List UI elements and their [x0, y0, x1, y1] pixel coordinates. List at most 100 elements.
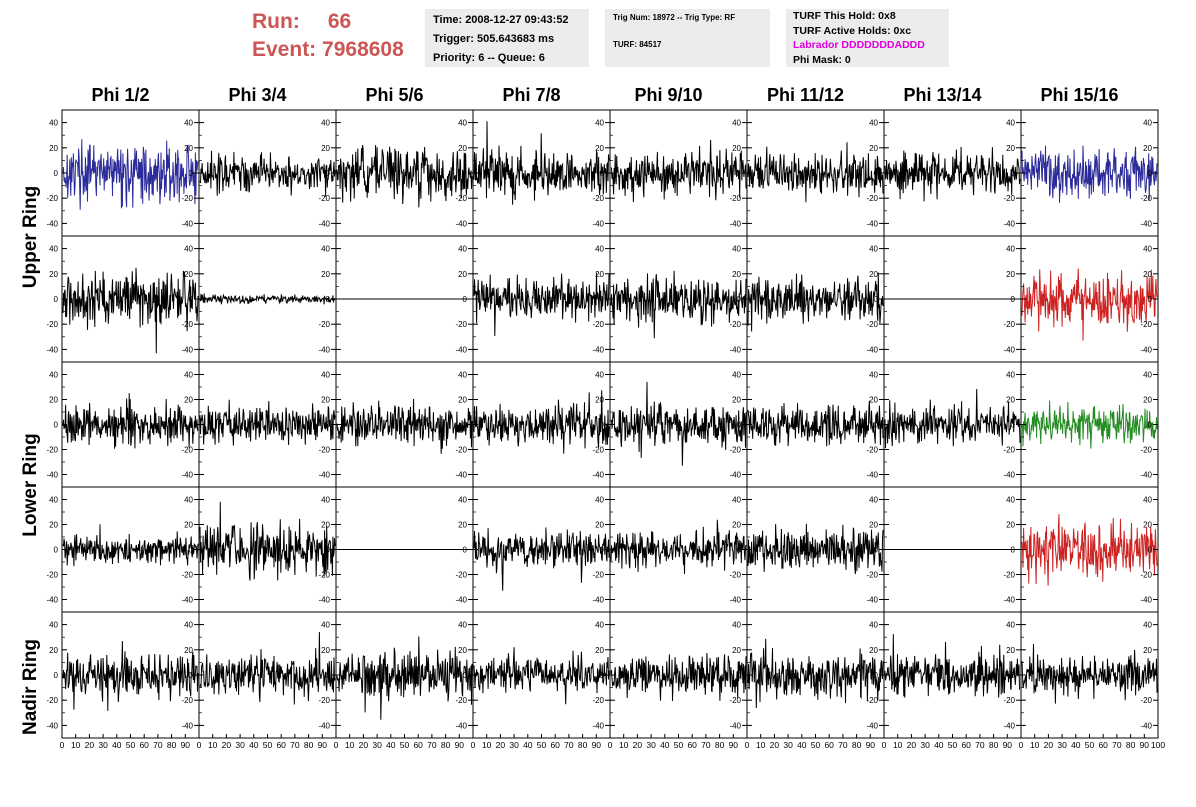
y-tick-label: 20: [458, 270, 467, 279]
x-tick-label: 10: [345, 740, 355, 750]
y-tick-label: 40: [595, 119, 604, 128]
y-tick-label: -20: [318, 571, 330, 580]
y-tick-label: -20: [181, 571, 193, 580]
waveform-trace: [747, 142, 884, 203]
phi-mask-text: Phi Mask: 0: [793, 53, 851, 66]
y-tick-label: -20: [729, 320, 741, 329]
x-tick-label: 60: [1098, 740, 1108, 750]
waveform-trace: [336, 145, 473, 208]
y-tick-label: -20: [318, 696, 330, 705]
waveform-trace: [199, 150, 336, 197]
turf-text: TURF: 84517: [613, 40, 662, 49]
y-tick-label: 40: [184, 245, 193, 254]
y-tick-label: -20: [592, 571, 604, 580]
waveform-trace: [747, 523, 884, 575]
event-label: Event:: [252, 38, 317, 61]
y-tick-label: 0: [874, 546, 879, 555]
y-tick-label-left: -40: [46, 219, 58, 228]
y-tick-label: 0: [874, 169, 879, 178]
y-tick-label: 20: [869, 646, 878, 655]
y-tick-label: 20: [869, 144, 878, 153]
x-tick-label: 0: [471, 740, 476, 750]
y-tick-label: 40: [595, 621, 604, 630]
y-tick-label: 40: [184, 119, 193, 128]
y-tick-label: -20: [729, 446, 741, 455]
x-tick-label: 80: [715, 740, 725, 750]
y-tick-label: -40: [866, 345, 878, 354]
x-tick-label: 90: [729, 740, 739, 750]
y-tick-label: -20: [592, 446, 604, 455]
x-tick-label: 40: [934, 740, 944, 750]
waveform-trace: [473, 390, 610, 454]
x-tick-label: 30: [920, 740, 930, 750]
y-tick-label: 20: [1006, 270, 1015, 279]
y-tick-label-left: -40: [46, 721, 58, 730]
x-tick-label: 80: [1126, 740, 1136, 750]
waveform-trace: [199, 399, 336, 446]
x-tick-label: 10: [208, 740, 218, 750]
y-tick-label: -20: [181, 194, 193, 203]
y-tick-label-left: 20: [49, 646, 58, 655]
y-tick-label: 40: [869, 371, 878, 380]
y-tick-label-left: 40: [49, 119, 58, 128]
waveform-trace: [747, 272, 884, 332]
x-tick-label: 50: [400, 740, 410, 750]
y-tick-label: 0: [189, 421, 194, 430]
y-tick-label: 40: [458, 119, 467, 128]
trig-num-text: Trig Num: 18972 -- Trig Type: RF: [613, 13, 736, 22]
y-tick-label: 40: [184, 371, 193, 380]
y-tick-label: 40: [732, 496, 741, 505]
y-tick-label: 0: [189, 295, 194, 304]
x-tick-label: 70: [975, 740, 985, 750]
y-tick-label: -20: [866, 696, 878, 705]
y-tick-label: 40: [1143, 371, 1152, 380]
y-tick-label: -20: [592, 696, 604, 705]
waveform-trace: [610, 139, 747, 203]
y-tick-label: 20: [732, 270, 741, 279]
waveform-trace: [1021, 643, 1158, 704]
y-tick-label: -20: [455, 696, 467, 705]
trigger-text: Trigger: 505.643683 ms: [433, 33, 555, 45]
y-tick-label: -40: [318, 721, 330, 730]
y-tick-label: 0: [326, 169, 331, 178]
y-tick-label: -20: [318, 194, 330, 203]
waveform-trace: [62, 640, 199, 711]
x-tick-label: 50: [1085, 740, 1095, 750]
x-tick-label: 0: [60, 740, 65, 750]
y-tick-label: -40: [318, 345, 330, 354]
y-tick-label: 40: [732, 119, 741, 128]
y-tick-label: 40: [1143, 496, 1152, 505]
y-tick-label: -20: [866, 446, 878, 455]
y-tick-label: -40: [181, 721, 193, 730]
y-tick-label: 0: [463, 169, 468, 178]
y-tick-label: -40: [455, 345, 467, 354]
x-tick-label: 80: [167, 740, 177, 750]
x-tick-label: 10: [756, 740, 766, 750]
x-tick-label: 90: [866, 740, 876, 750]
y-tick-label: 20: [184, 396, 193, 405]
y-tick-label: 40: [1006, 496, 1015, 505]
y-tick-label: -20: [1003, 446, 1015, 455]
x-tick-label: 30: [509, 740, 519, 750]
x-tick-label: 90: [455, 740, 465, 750]
x-tick-label: 60: [413, 740, 423, 750]
y-tick-label: 20: [321, 144, 330, 153]
time-info-panel: Time: 2008-12-27 09:43:52 Trigger: 505.6…: [425, 9, 589, 67]
y-tick-label: -20: [729, 571, 741, 580]
x-tick-label: 0: [882, 740, 887, 750]
x-tick-label: 40: [386, 740, 396, 750]
y-tick-label: -20: [181, 320, 193, 329]
y-tick-label: 0: [463, 295, 468, 304]
x-tick-label: 30: [98, 740, 108, 750]
y-tick-label: -20: [1140, 446, 1152, 455]
x-tick-label: 30: [235, 740, 245, 750]
x-tick-label: 40: [1071, 740, 1081, 750]
y-tick-label-left: -40: [46, 596, 58, 605]
y-tick-label: -20: [1140, 571, 1152, 580]
y-tick-label: 20: [595, 270, 604, 279]
waveform-grid: -40 -40 -20 -20 0 0 20 20 40 40 -40 -20 0 20 40 -40 -20 0…: [46, 109, 1165, 750]
y-tick-label: 0: [1148, 169, 1153, 178]
y-tick-label: 20: [1006, 646, 1015, 655]
y-tick-label: 20: [869, 396, 878, 405]
x-tick-label: 60: [550, 740, 560, 750]
